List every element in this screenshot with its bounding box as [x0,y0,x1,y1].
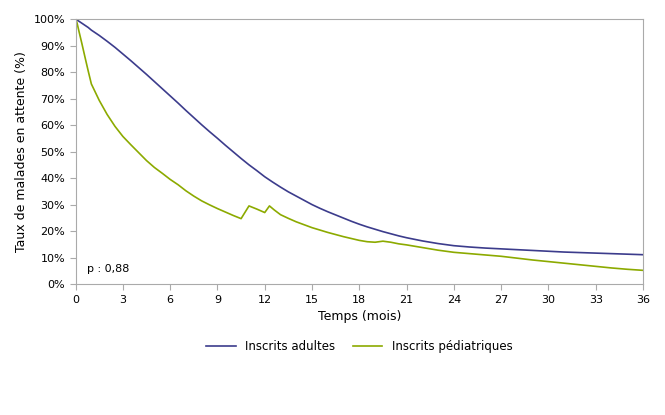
Inscrits pédiatriques [134,150,142,155]
Legend: Inscrits adultes, Inscrits pédiatriques: Inscrits adultes, Inscrits pédiatriques [201,335,517,358]
Inscrits adultes [111,45,119,50]
Inscrits pédiatriques [174,182,182,187]
Inscrits adultes [253,168,261,173]
Inscrits adultes [158,86,166,91]
Inscrits adultes [190,115,198,120]
Y-axis label: Taux de malades en attente (%): Taux de malades en attente (%) [15,51,28,252]
Inscrits pédiatriques [465,251,473,256]
Inscrits pédiatriques [72,17,80,22]
Inscrits pédiatriques [639,268,647,273]
Text: p : 0,88: p : 0,88 [87,264,129,273]
Line: Inscrits pédiatriques: Inscrits pédiatriques [76,19,643,270]
Inscrits pédiatriques [300,222,308,227]
Inscrits adultes [560,249,568,254]
Inscrits adultes [72,17,80,22]
Inscrits pédiatriques [481,252,489,257]
Inscrits pédiatriques [150,165,158,170]
Inscrits adultes [639,252,647,257]
Inscrits adultes [434,241,442,246]
Line: Inscrits adultes: Inscrits adultes [76,19,643,255]
X-axis label: Temps (mois): Temps (mois) [318,310,401,323]
